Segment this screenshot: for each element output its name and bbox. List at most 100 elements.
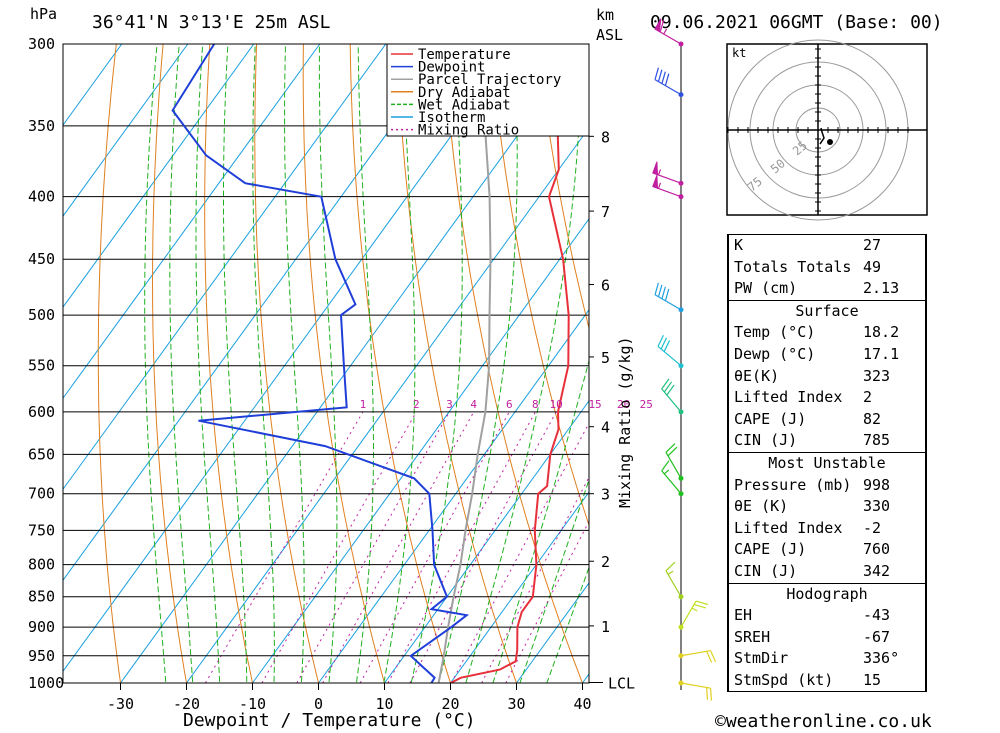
plot-frame [62,43,590,684]
stats-value: 323 [863,366,891,385]
surface-heading: Surface [728,300,926,323]
mixing-ratio-label: 3 [446,398,453,411]
isotherm-line [63,44,189,217]
wind-barb-dot [678,594,684,600]
stats-value: 15 [863,670,882,689]
mixing-ratio-line [204,411,364,683]
wind-barb-flag [654,67,659,80]
wind-barb-flag [667,446,678,457]
isotherm-line [63,44,453,582]
isotherm-line [318,309,589,683]
wind-barb-flag [657,335,664,347]
stats-label: SREH [734,627,771,646]
wind-barb-dot [678,307,684,313]
wind-barb [661,378,684,415]
pressure-tick-label: 850 [28,588,55,606]
isotherm-line [63,44,321,400]
pressure-tick-label: 450 [28,250,55,268]
km-tick-label: 2 [601,553,610,571]
stats-label: StmDir [734,649,789,668]
stats-hodograph: Hodograph EH -43 SREH -67 StmDir 336° StmSpd (… [727,582,927,693]
wind-barb-flag [660,337,668,350]
mixing-ratio-label: 15 [588,398,601,411]
stats-row: EH -43 [728,605,926,627]
wet-adiabat-line [223,44,248,683]
stats-value: 336° [863,649,900,668]
pressure-tick-label: 750 [28,521,55,539]
wind-barb-half-flag [667,570,674,575]
isotherm-line [120,44,585,683]
datetime-title: 09.06.2021 06GMT (Base: 00) [650,12,943,33]
wind-barb-flag [661,460,670,472]
pressure-tick-label: 700 [28,485,55,503]
pressure-tick-label: 600 [28,403,55,421]
stats-label: Pressure (mb) [734,475,852,494]
wind-barb-flag [665,561,676,572]
wind-barb-dot [678,624,684,630]
mixing-ratio-label: 25 [640,398,653,411]
stats-label: θE(K) [734,366,780,385]
pressure-tick-label: 300 [28,35,55,53]
stats-label: Lifted Index [734,518,843,537]
stats-label: Dewp (°C) [734,344,816,363]
stats-value: 27 [863,236,882,254]
wind-barb-flag [657,284,663,297]
km-tick-label: 1 [601,618,610,636]
wet-adiabat-line [318,44,338,683]
wind-barb-flag [695,600,709,606]
mixing-ratio-label: 4 [470,398,477,411]
wind-barb-half-flag [691,607,698,612]
wind-barbs [652,18,717,701]
legend-entry: Wet Adiabat [418,97,511,113]
isotherm-line [384,400,589,683]
wind-barb-flag [665,443,676,453]
wind-barb-staff [661,388,682,413]
stats-label: Temp (°C) [734,323,816,342]
stats-row: CIN (J) 785 [728,430,926,452]
hodograph-trace [819,127,825,145]
x-tick-label: 30 [507,695,525,713]
wind-barb-dot [678,363,684,369]
km-tick-label: 7 [601,203,610,221]
wind-barb [661,460,684,497]
wind-barb-dot [678,92,684,98]
stats-value: 49 [863,257,882,276]
wind-barb [678,600,709,630]
wet-adiabat-line [169,44,194,683]
km-tick-label: 4 [601,419,610,437]
legend-entry: Dewpoint [418,60,485,76]
wind-barb-flag [664,73,670,86]
legend-box [386,43,590,137]
x-tick-label: 10 [375,695,393,713]
mixing-ratio-label: 8 [532,398,539,411]
isotherm-line [63,44,519,673]
pressure-tick-label: 900 [28,618,55,636]
wind-barb-pennant [652,161,659,176]
dry-adiabat-line [97,44,122,683]
wind-barb-flag [661,286,666,299]
wet-adiabat-line [355,44,374,683]
mixing-ratio-line [450,422,589,683]
dry-adiabat-line [952,26,1000,709]
pressure-tick-label: 400 [28,188,55,206]
stats-surface: Surface Temp (°C) 18.2 Dewp (°C) 17.1 θE(K) 3… [727,299,927,452]
x-tick-label: 0 [314,695,323,713]
pressure-tick-label: 1000 [28,674,64,692]
wind-barb-dot [678,475,684,481]
dry-adiabat-line [204,44,254,683]
pressure-tick-label: 500 [28,306,55,324]
stats-label: Totals Totals [734,257,852,276]
legend-entry: Dry Adiabat [418,85,511,101]
pressure-tick-label: 350 [28,117,55,135]
wind-barb [678,680,713,701]
stats-row: StmSpd (kt) 15 [728,669,926,692]
dry-adiabat-line [396,44,518,683]
isotherm-line [450,491,589,683]
storm-motion-marker [827,139,833,145]
km-tick-label: 6 [601,277,610,295]
wind-barb-flag [661,71,666,84]
x-tick-label: 20 [441,695,459,713]
stats-value: 17.1 [863,344,900,363]
wind-barb-flag [706,687,709,700]
